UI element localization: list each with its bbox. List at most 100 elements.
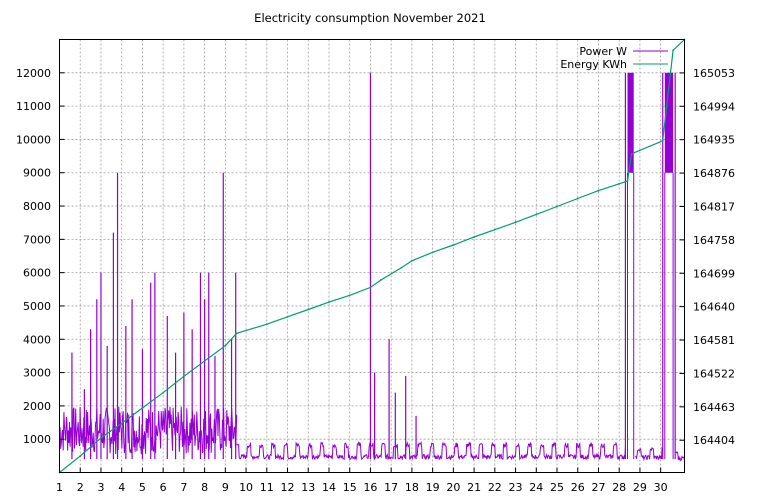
chart-title: Electricity consumption November 2021 (254, 11, 486, 25)
x-tick-label: 6 (160, 481, 167, 494)
x-tick-label: 4 (118, 481, 125, 494)
y2-tick-label: 164817 (693, 200, 735, 213)
energy-point (556, 205, 558, 208)
energy-point (369, 286, 372, 289)
x-tick-label: 2 (77, 481, 84, 494)
y2-tick-label: 165053 (693, 67, 735, 80)
energy-point (411, 259, 413, 262)
x-tick-label: 21 (467, 481, 481, 494)
x-tick-label: 20 (446, 481, 460, 494)
y-tick-label: 12000 (16, 67, 51, 80)
y-tick-label: 4000 (23, 333, 51, 346)
power-line-segment (236, 440, 626, 462)
x-tick-label: 27 (591, 481, 605, 494)
y2-tick-label: 164876 (693, 167, 735, 180)
plot-frame (59, 39, 685, 473)
x-tick-label: 12 (281, 481, 295, 494)
legend-label-power: Power W (579, 45, 627, 58)
x-tick-label: 25 (550, 481, 564, 494)
energy-point (120, 422, 123, 425)
x-tick-label: 22 (488, 481, 502, 494)
energy-point (576, 197, 579, 200)
x-tick-label: 9 (222, 481, 229, 494)
energy-point (265, 323, 268, 326)
power-burst (664, 72, 674, 173)
y2-tick-label: 164581 (693, 334, 735, 347)
y-tick-label: 8000 (23, 200, 51, 213)
energy-point (348, 294, 351, 297)
power-line-segment (674, 451, 685, 462)
x-tick-label: 17 (384, 481, 398, 494)
y-tick-label: 6000 (23, 267, 51, 280)
x-tick-label: 10 (239, 481, 253, 494)
x-tick-label: 13 (301, 481, 315, 494)
power-line-segment (635, 446, 664, 462)
y2-tick-label: 164994 (693, 100, 735, 113)
y2-tick-label: 164699 (693, 267, 735, 280)
y2-tick-label: 164463 (693, 401, 735, 414)
gridlines (59, 39, 685, 473)
energy-point (514, 221, 517, 224)
y2-tick-label: 164640 (693, 301, 735, 314)
energy-point (473, 236, 475, 238)
energy-point (100, 437, 102, 439)
x-tick-label: 23 (509, 481, 523, 494)
energy-point (182, 375, 185, 378)
energy-point (328, 301, 330, 304)
y-tick-label: 11000 (16, 100, 51, 113)
axis-ticks: 1 2 3 4 5 6 7 8 9 10 11 12 13 14 15 16 17 18 19 20 21 22 23 24 2… (16, 67, 735, 494)
x-tick-label: 7 (180, 481, 187, 494)
x-tick-label: 8 (201, 481, 208, 494)
energy-point (286, 315, 289, 318)
y-tick-label: 7000 (23, 233, 51, 246)
x-tick-label: 19 (426, 481, 440, 494)
y-tick-label: 9000 (23, 167, 51, 180)
energy-point (235, 332, 238, 335)
y-tick-label: 3000 (23, 367, 51, 380)
energy-point (535, 213, 538, 216)
x-tick-label: 1 (56, 481, 63, 494)
x-tick-label: 3 (97, 481, 104, 494)
energy-point (162, 391, 165, 394)
x-tick-label: 14 (322, 481, 336, 494)
legend: Power W Energy KWh (560, 45, 668, 71)
energy-point (597, 189, 600, 192)
x-tick-label: 18 (405, 481, 419, 494)
x-tick-label: 26 (571, 481, 585, 494)
energy-point (79, 455, 82, 457)
energy-point (203, 360, 206, 362)
energy-point (307, 308, 310, 311)
power-burst (627, 72, 634, 173)
x-tick-label: 16 (363, 481, 377, 494)
x-tick-label: 24 (529, 481, 543, 494)
y-tick-label: 2000 (23, 400, 51, 413)
energy-point (141, 407, 144, 409)
y-tick-label: 10000 (16, 133, 51, 146)
y-tick-label: 1000 (23, 433, 51, 446)
x-tick-label: 28 (612, 481, 626, 494)
power-line-segment (59, 406, 238, 455)
energy-point (672, 49, 674, 52)
energy-point (626, 180, 629, 182)
energy-point (630, 152, 633, 155)
x-tick-label: 11 (260, 481, 274, 494)
power-series-layer (59, 72, 685, 462)
energy-line (59, 39, 685, 473)
y2-tick-label: 164758 (693, 234, 735, 247)
x-tick-label: 5 (139, 481, 146, 494)
y-tick-label: 5000 (23, 300, 51, 313)
energy-point (661, 139, 664, 142)
y2-tick-label: 164935 (693, 134, 735, 147)
energy-series-layer (58, 38, 686, 474)
energy-point (400, 266, 403, 269)
x-tick-label: 30 (654, 481, 668, 494)
y2-tick-label: 164404 (693, 434, 735, 447)
energy-point (618, 182, 621, 185)
x-tick-label: 29 (633, 481, 647, 494)
energy-point (493, 228, 496, 231)
y2-tick-label: 164522 (693, 367, 735, 380)
x-tick-label: 15 (343, 481, 357, 494)
energy-point (224, 344, 227, 347)
energy-point (379, 279, 382, 281)
